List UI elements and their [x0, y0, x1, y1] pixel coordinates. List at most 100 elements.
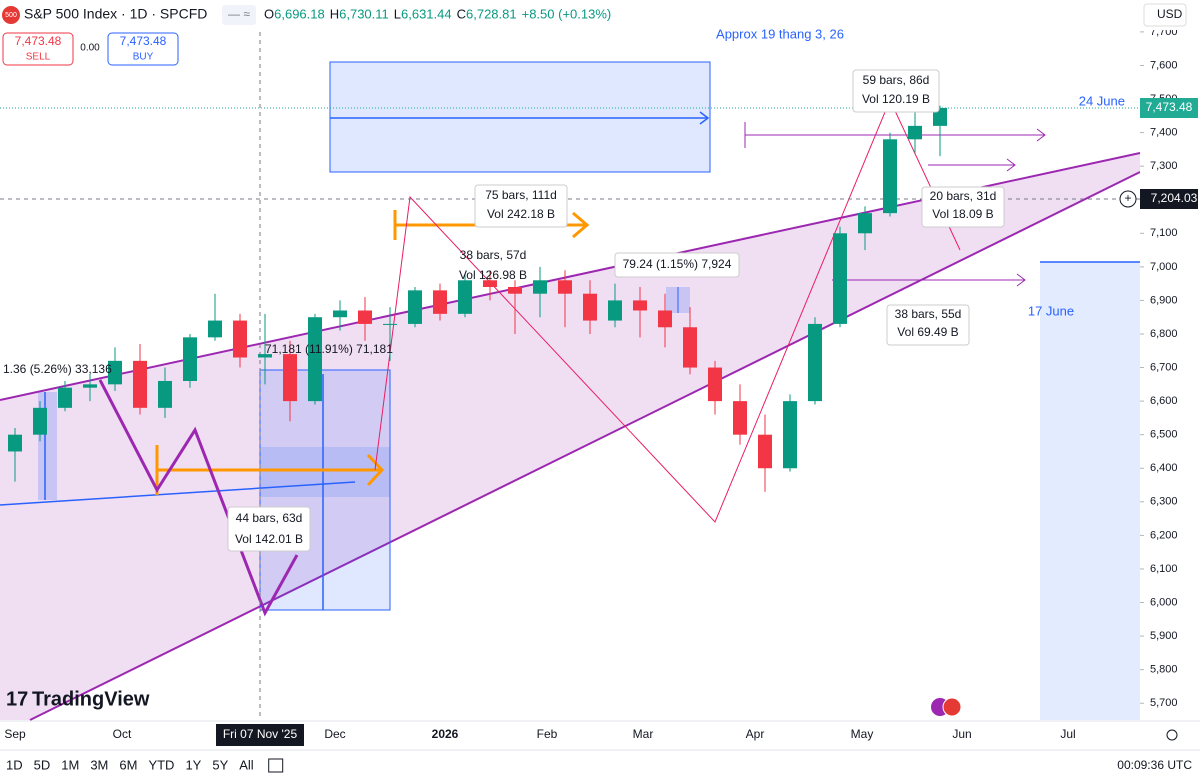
measure-inner: [260, 447, 390, 497]
drawings: [0, 0, 1141, 721]
label-box: [886, 304, 970, 346]
y-tick-label: 5,800: [1150, 664, 1178, 676]
sell-button[interactable]: [2, 32, 74, 66]
period-button[interactable]: 6M: [119, 757, 137, 772]
candle-body: [783, 401, 797, 469]
price-tag: 7,473.48: [1146, 100, 1193, 114]
candle-body: [883, 139, 897, 214]
ohlc-value: 6,631.44: [401, 6, 452, 21]
buy-label[interactable]: BUY: [133, 52, 154, 63]
label: Vol 18.09 B: [932, 207, 993, 221]
candle-body: [483, 280, 497, 287]
clock: 00:09:36 UTC: [1117, 758, 1192, 772]
currency[interactable]: USD: [1157, 7, 1183, 21]
sell-label[interactable]: SELL: [26, 52, 51, 63]
candle-body: [633, 300, 647, 311]
price-axis-bg: [1140, 0, 1200, 722]
candle-body: [308, 317, 322, 402]
ohlc-value: 6,696.18: [274, 6, 325, 21]
currency-button[interactable]: [1143, 3, 1187, 27]
y-tick-label: 7,000: [1150, 261, 1178, 273]
arrow-head: [699, 111, 710, 125]
y-tick-label: 6,000: [1150, 596, 1178, 608]
label: Vol 242.18 B: [487, 207, 555, 221]
label-box: [474, 184, 568, 228]
note: Approx 19 thang 3, 26: [716, 26, 844, 41]
candle-body: [33, 407, 47, 435]
header-bg: [0, 0, 520, 32]
x-tick-label: Feb: [537, 727, 558, 741]
candle-body: [533, 280, 547, 294]
label: 59 bars, 86d: [863, 73, 930, 87]
x-tick-label: Oct: [113, 727, 132, 741]
x-tick-label: Mar: [633, 727, 654, 741]
candle-body: [433, 290, 447, 314]
label: 1.36 (5.26%) 33,136: [3, 362, 112, 376]
period-button[interactable]: 1Y: [185, 757, 201, 772]
x-tick-label: Fri 07 Nov '25: [223, 727, 298, 741]
add-button[interactable]: [1119, 190, 1137, 208]
buy-button[interactable]: [107, 32, 179, 66]
candle-body: [8, 434, 22, 452]
y-tick-label: 6,400: [1150, 462, 1178, 474]
wedge-fill: [0, 153, 1140, 720]
period-button[interactable]: All: [239, 757, 254, 772]
label: Vol 142.01 B: [235, 532, 303, 546]
period-button[interactable]: 1D: [6, 757, 23, 772]
candle-body: [358, 310, 372, 324]
ohlc: O 6,696.18 H 6,730.11 L 6,631.44 C 6,728.81 +8.5…: [264, 6, 611, 21]
period-button[interactable]: 1M: [61, 757, 79, 772]
y-tick-label: 7,100: [1150, 227, 1178, 239]
candle-body: [508, 286, 522, 294]
event-icon[interactable]: [942, 697, 962, 717]
y-tick-label: 6,200: [1150, 529, 1178, 541]
time-axis: Sep Oct Fri 07 Nov '25 Dec 2026 Feb Mar Apr May J…: [4, 724, 1076, 746]
candle-body: [333, 310, 347, 318]
calendar-icon[interactable]: [268, 758, 284, 773]
period-button[interactable]: 5D: [34, 757, 51, 772]
candle-body: [233, 320, 247, 358]
y-tick-label: 7,400: [1150, 126, 1178, 138]
settings[interactable]: [1166, 729, 1178, 741]
future-range: [1040, 262, 1140, 720]
sell-price[interactable]: 7,473.48: [15, 34, 62, 48]
x-tick-label: 2026: [432, 727, 459, 741]
candle-body: [133, 360, 147, 408]
arrow-head: [572, 211, 590, 239]
period-button[interactable]: 5Y: [212, 757, 228, 772]
candle-body: [83, 384, 97, 388]
label: Vol 69.49 B: [897, 325, 958, 339]
period-button[interactable]: YTD: [148, 757, 174, 772]
period-button[interactable]: 3M: [90, 757, 108, 772]
ohlc-value: 6,730.11: [339, 6, 389, 21]
ohlc-key: H: [330, 6, 339, 21]
candle-body: [258, 354, 272, 358]
tools-icon[interactable]: — ≈: [228, 7, 250, 21]
tools[interactable]: [222, 5, 256, 25]
ohlc-key: L: [394, 6, 401, 21]
candle-body: [608, 300, 622, 321]
candle-body: [108, 360, 122, 385]
label-box: [921, 186, 1005, 228]
candle-body: [658, 310, 672, 328]
candle-body: [183, 337, 197, 381]
symbol: S&P 500 Index · 1D · SPCFD: [24, 6, 207, 22]
price-tag-bg: [1140, 189, 1198, 209]
candle-body: [458, 280, 472, 314]
label: 71,181 (11.91%) 71,181: [265, 342, 393, 356]
label: 75 bars, 111d: [485, 188, 557, 202]
note: 17 June: [1028, 303, 1074, 318]
y-tick-label: 6,300: [1150, 496, 1178, 508]
pink-path: [374, 98, 961, 523]
candle-body: [858, 213, 872, 234]
annotations: Approx 19 thang 3, 26 59 bars, 86d Vol 1…: [3, 26, 1125, 552]
candle-body: [383, 323, 397, 325]
badge: 500: [5, 12, 17, 19]
candle-body: [408, 290, 422, 324]
label: 44 bars, 63d: [236, 511, 303, 525]
candle-body: [558, 280, 572, 294]
ohlc-value: +8.50 (+0.13%): [522, 6, 612, 21]
buy-price[interactable]: 7,473.48: [120, 34, 167, 48]
plus-icon[interactable]: +: [1124, 191, 1131, 205]
